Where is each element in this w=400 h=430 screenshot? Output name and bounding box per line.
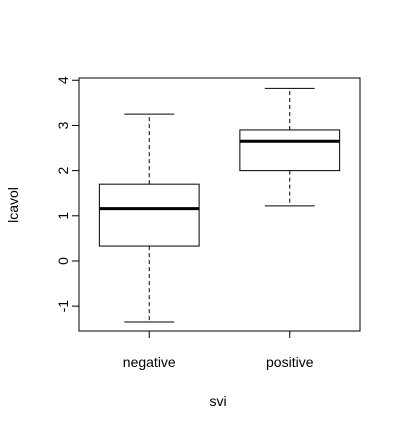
y-axis-label: lcavol (5, 187, 21, 223)
box-positive (240, 130, 340, 171)
y-tick-label-4: 3 (55, 121, 71, 129)
x-axis: negative positive (123, 331, 314, 370)
box-series (99, 88, 339, 322)
x-axis-label: svi (209, 393, 226, 409)
x-tick-label-negative: negative (123, 354, 176, 370)
y-tick-label-2: 1 (55, 212, 71, 220)
x-tick-label-positive: positive (266, 354, 314, 370)
y-tick-label-3: 2 (55, 167, 71, 175)
y-tick-label-1: 0 (55, 257, 71, 265)
y-tick-label-5: 4 (55, 76, 71, 84)
y-tick-label-0: -1 (55, 300, 71, 313)
box-negative (99, 184, 199, 246)
y-axis: -1 0 1 2 3 4 (55, 76, 79, 312)
